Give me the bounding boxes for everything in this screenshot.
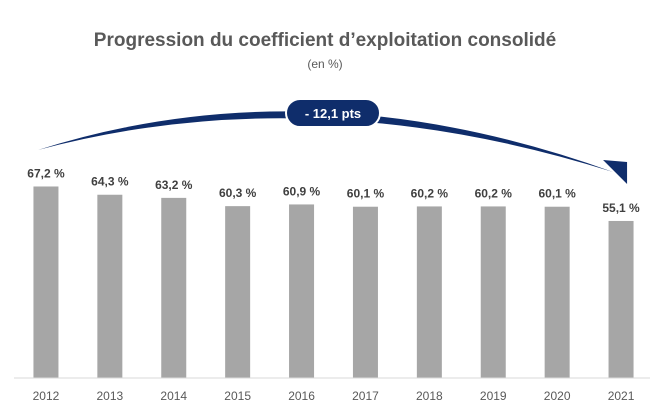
x-tick-2020: 2020: [544, 389, 571, 403]
change-annotation: - 12,1 pts: [37, 98, 628, 184]
bar-2019: [480, 206, 506, 378]
x-tick-2018: 2018: [416, 389, 443, 403]
data-label-2012: 67,2 %: [27, 166, 65, 180]
bar-2021: [608, 220, 634, 378]
chart-subtitle: (en %): [307, 57, 343, 71]
bars-group: [33, 186, 634, 378]
bar-2016: [289, 204, 315, 378]
x-tick-2015: 2015: [224, 389, 251, 403]
data-label-2021: 55,1 %: [602, 201, 640, 215]
x-tick-2014: 2014: [160, 389, 187, 403]
x-tick-labels-group: 2012 2013 2014 2015 2016 2017 2018 2019 2020 2021: [33, 389, 635, 403]
bar-2012: [33, 186, 59, 378]
data-label-2016: 60,9 %: [283, 184, 321, 198]
data-label-2013: 64,3 %: [91, 175, 129, 189]
x-tick-2017: 2017: [352, 389, 379, 403]
x-tick-2021: 2021: [608, 389, 635, 403]
bar-2017: [352, 206, 378, 378]
data-label-2017: 60,1 %: [347, 187, 385, 201]
chart-title: Progression du coefficient d’exploitatio…: [93, 30, 557, 51]
data-label-2020: 60,1 %: [538, 187, 576, 201]
arrow-head: [603, 160, 628, 184]
bar-2013: [97, 194, 123, 378]
x-tick-2012: 2012: [33, 389, 60, 403]
bar-2020: [544, 206, 570, 378]
data-label-2019: 60,2 %: [475, 186, 513, 200]
x-tick-2016: 2016: [288, 389, 315, 403]
data-label-2014: 63,2 %: [155, 178, 193, 192]
x-tick-2013: 2013: [96, 389, 123, 403]
data-label-2018: 60,2 %: [411, 186, 449, 200]
bar-2014: [161, 197, 187, 378]
data-labels-group: 67,2 % 64,3 % 63,2 % 60,3 % 60,9 % 60,1 % 60,2…: [27, 166, 640, 214]
change-badge: [285, 98, 381, 128]
bar-2015: [225, 206, 251, 378]
x-tick-2019: 2019: [480, 389, 507, 403]
change-badge-label: - 12,1 pts: [305, 106, 361, 121]
data-label-2015: 60,3 %: [219, 186, 257, 200]
bar-2018: [416, 206, 442, 378]
